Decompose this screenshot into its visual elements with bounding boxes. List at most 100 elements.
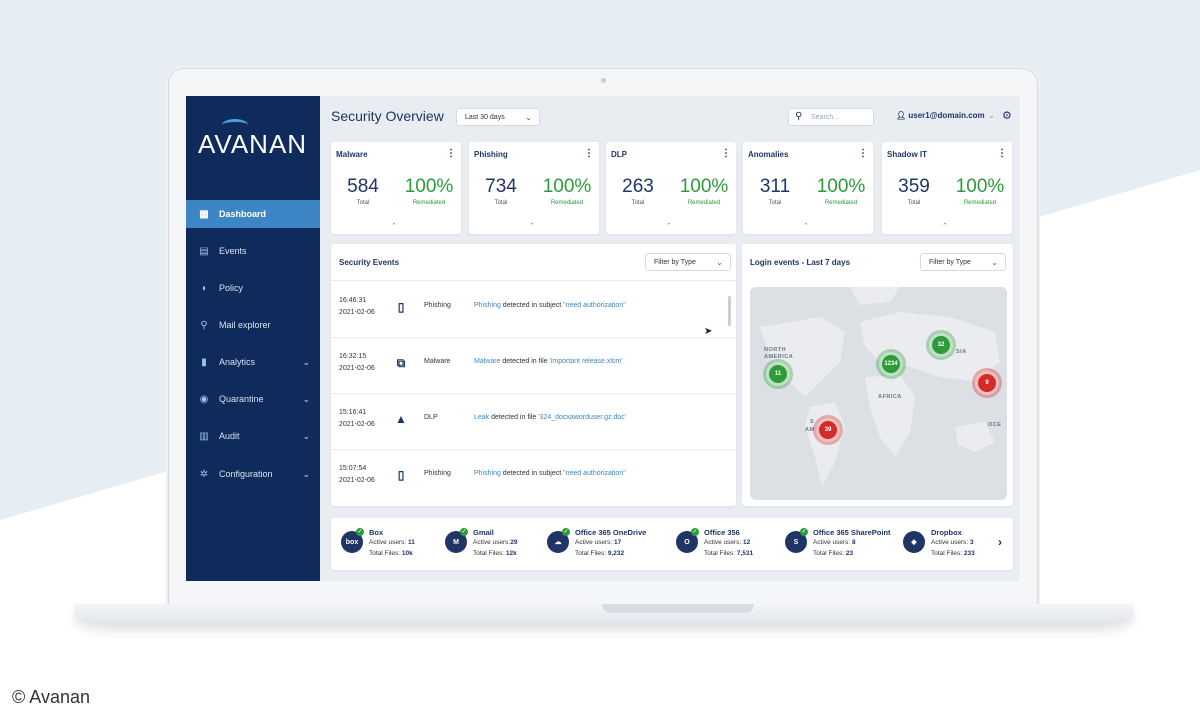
sidebar-item-configuration[interactable]: ✲ Configuration ⌄ [186,460,320,488]
event-row[interactable]: 16:46:31 2021-02-06 ▯ Phishing Phishing d… [331,282,736,338]
sidebar-item-mail-explorer[interactable]: ⚲ Mail explorer [186,311,320,339]
sidebar-item-dashboard[interactable]: ▦ Dashboard [186,200,320,228]
login-filter-select[interactable]: Filter by Type ⌄ [920,253,1006,271]
event-target-link[interactable]: 'important release.xlsm' [549,358,623,365]
stat-card-anomalies[interactable]: Anomalies ⋮ 311 Total 100% Remediated ⌃ [743,142,873,234]
app-screen: AVANAN ▦ Dashboard ▤ Events ◗ Policy ⚲ M… [186,96,1019,581]
map-cluster[interactable]: 9 [975,371,999,395]
panel-title: Security Events [339,258,400,267]
sidebar-item-events[interactable]: ▤ Events [186,237,320,265]
date-range-select[interactable]: Last 30 days ⌄ [456,108,540,126]
event-link[interactable]: Leak [474,414,490,421]
chevron-down-icon: ⌄ [716,258,723,267]
chevron-up-icon[interactable]: ⌃ [666,223,672,230]
more-vertical-icon[interactable]: ⋮ [858,148,868,159]
app-name: Office 365 SharePoint [813,528,891,537]
sidebar-item-quarantine[interactable]: ◉ Quarantine ⌄ [186,385,320,413]
stat-remediated-pct: 100% [404,176,454,197]
user-menu[interactable]: 👤︎ user1@domain.com ⌄ [896,111,995,120]
stat-title: DLP [611,150,627,159]
event-description: Phishing detected in subject "need autho… [474,470,626,477]
more-vertical-icon[interactable]: ⋮ [446,148,456,159]
stat-remediated-pct: 100% [679,176,729,197]
sidebar-item-label: Mail explorer [219,320,271,330]
stat-card-dlp[interactable]: DLP ⋮ 263 Total 100% Remediated ⌃ [606,142,736,234]
app-total-files: Total Files: 23 [813,550,854,557]
chevron-up-icon[interactable]: ⌃ [529,223,535,230]
event-time: 16:32:15 2021-02-06 [339,353,375,372]
map-cluster[interactable]: 39 [816,418,840,442]
stat-remediated-label: Remediated [687,200,721,206]
app-name: Office 356 [704,528,740,537]
app-active-users: Active users: 17 [575,539,622,546]
chevron-up-icon[interactable]: ⌃ [803,223,809,230]
app-total-files: Total Files: 9,232 [575,550,625,557]
login-events-panel: Login events - Last 7 days Filter by Typ… [742,244,1013,506]
chevron-up-icon[interactable]: ⌃ [391,223,397,230]
sidebar-item-policy[interactable]: ◗ Policy [186,274,320,302]
calendar-icon: ▤ [199,245,209,257]
sidebar-item-label: Events [219,246,247,256]
map-cluster[interactable]: 32 [929,333,953,357]
app-total-files: Total Files: 233 [931,550,975,557]
image-credit: © Avanan [12,687,90,707]
event-target-link[interactable]: "need authorization" [563,302,626,309]
sidebar-item-label: Analytics [219,357,256,367]
brand-logo[interactable]: AVANAN [198,129,308,159]
stat-title: Malware [336,150,368,159]
more-vertical-icon[interactable]: ⋮ [721,148,731,159]
event-target-link[interactable]: "need authorization" [563,470,626,477]
app-name: Dropbox [931,528,962,537]
map-cluster[interactable]: 11 [766,362,790,386]
chevron-right-icon[interactable]: › [998,535,1002,549]
app-name: Box [369,528,384,537]
events-scrollbar[interactable] [728,296,731,326]
stat-card-phishing[interactable]: Phishing ⋮ 734 Total 100% Remediated ⌃ [469,142,599,234]
panel-title: Login events - Last 7 days [750,258,851,267]
chevron-up-icon[interactable]: ⌃ [942,223,948,230]
stat-total: 584 [347,176,379,197]
event-row[interactable]: 15:07:54 2021-02-06 ▯ Phishing Phishing d… [331,450,736,506]
exchange-icon: ⧉ [396,356,406,370]
stat-card-shadow-it[interactable]: Shadow IT ⋮ 359 Total 100% Remediated ⌃ [882,142,1012,234]
more-vertical-icon[interactable]: ⋮ [584,148,594,159]
event-row[interactable]: 16:32:15 2021-02-06 ⧉ Malware Malware det… [331,338,736,394]
map-label: NORTH AMERICA [764,347,794,360]
stat-remediated-label: Remediated [963,200,997,206]
event-type: DLP [424,414,438,421]
camera-dot [601,78,606,83]
stat-total-label: Total [768,200,782,206]
event-link[interactable]: Phishing [474,302,501,309]
settings-gear-icon[interactable]: ⚙ [1002,110,1012,122]
more-vertical-icon[interactable]: ⋮ [997,148,1007,159]
event-link[interactable]: Malware [474,358,501,365]
stat-total-label: Total [356,200,370,206]
map-label: AFRICA [878,394,902,400]
stat-total: 311 [759,176,791,197]
world-map[interactable]: NORTH AMERICA AFRICA S AM SIA OCE 11 1234… [750,287,1007,500]
stat-total-label: Total [494,200,508,206]
sidebar-item-label: Configuration [219,469,273,479]
events-filter-select[interactable]: Filter by Type ⌄ [645,253,731,271]
gmail-icon: M [445,531,467,553]
onedrive-icon: ☁ [547,531,569,553]
stat-remediated-pct: 100% [955,176,1005,197]
filter-value: Filter by Type [654,259,696,266]
stat-card-malware[interactable]: Malware ⋮ 584 Total 100% Remediated ⌃ [331,142,461,234]
event-row[interactable]: 15:16:41 2021-02-06 ▲ DLP Leak detected i… [331,394,736,450]
search-icon: ⚲ [795,111,803,122]
stat-total: 734 [485,176,517,197]
check-icon: ✓ [562,528,570,536]
search-input[interactable]: ⚲ Search... [788,108,874,126]
security-events-panel: Security Events Filter by Type ⌄ 16:46:3… [331,244,736,506]
event-target-link[interactable]: '324_docxaworduser.gz.doc' [538,414,627,421]
stat-remediated-pct: 100% [816,176,866,197]
sidebar-item-label: Audit [219,431,240,441]
map-label: S [810,419,815,425]
sidebar-item-audit[interactable]: ▥ Audit ⌄ [186,422,320,450]
chevron-down-icon: ⌄ [302,469,310,479]
sidebar-item-analytics[interactable]: ▮ Analytics ⌄ [186,348,320,376]
event-link[interactable]: Phishing [474,470,501,477]
map-cluster[interactable]: 1234 [879,352,903,376]
app-total-files: Total Files: 7,531 [704,550,754,557]
